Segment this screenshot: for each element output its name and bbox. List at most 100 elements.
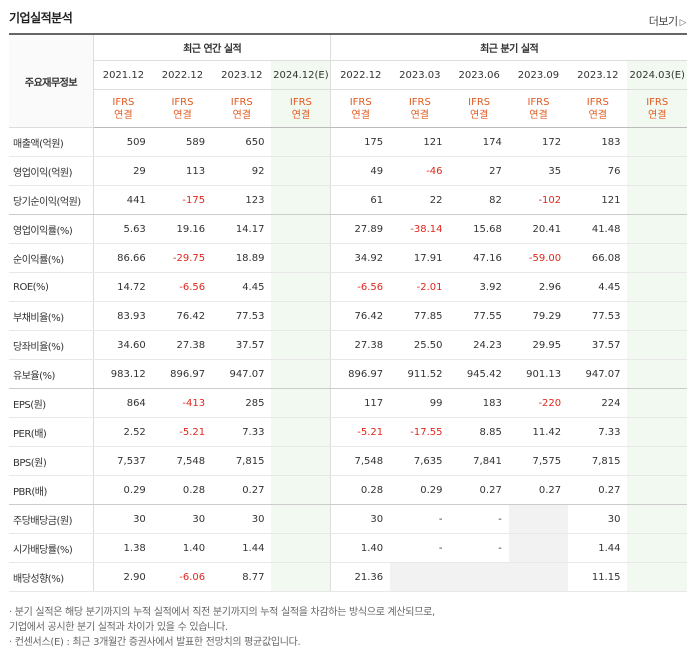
annual-cell: -29.75: [152, 243, 213, 273]
quarter-cell: 41.48: [568, 214, 628, 244]
quarter-cell: [627, 562, 687, 592]
annual-cell: 37.57: [212, 330, 272, 360]
quarter-cell: 37.57: [568, 330, 628, 360]
row-label: 순이익률(%): [9, 243, 94, 273]
quarter-cell: [627, 214, 687, 244]
basis-ifrs: IFRS: [527, 96, 550, 108]
quarter-cell: 175: [330, 127, 391, 157]
quarter-cell: [508, 562, 569, 592]
period-header: 2023.09: [508, 60, 569, 90]
quarter-cell: 17.91: [390, 243, 450, 273]
more-link[interactable]: 더보기 ▷: [648, 13, 687, 29]
basis-header: IFRS 연결: [449, 89, 509, 128]
basis-consolidated: 연결: [469, 109, 489, 121]
quarter-cell: 945.42: [449, 359, 509, 389]
table-row: 유보율(%) 983.12 896.97 947.07 896.97 911.52 945.…: [9, 359, 687, 389]
quarter-cell: 121: [390, 127, 450, 157]
quarter-cell: [627, 156, 687, 186]
quarter-cell: 11.15: [568, 562, 628, 592]
quarter-cell: [508, 533, 569, 563]
annual-cell: -6.56: [152, 272, 213, 302]
row-label: 유보율(%): [9, 359, 94, 389]
table-row: 매출액(억원) 509 589 650 175 121 174 172 183: [9, 127, 687, 157]
row-label: 영업이익률(%): [9, 214, 94, 244]
basis-header: IFRS 연결: [93, 89, 153, 128]
quarter-cell: -: [449, 533, 509, 563]
row-label: 매출액(억원): [9, 127, 94, 157]
quarter-cell: 121: [568, 185, 628, 215]
annual-cell: 589: [152, 127, 213, 157]
annual-cell: 7,815: [212, 446, 272, 476]
quarter-cell: -: [390, 533, 450, 563]
quarter-cell: 7,635: [390, 446, 450, 476]
section-title: 기업실적분석: [9, 11, 73, 25]
basis-header: IFRS 연결: [390, 89, 450, 128]
quarter-cell: 76: [568, 156, 628, 186]
basis-header: IFRS 연결: [330, 89, 391, 128]
quarter-cell: 11.42: [508, 417, 569, 447]
period-header: 2021.12: [93, 60, 153, 90]
table-row: PBR(배) 0.29 0.28 0.27 0.28 0.29 0.27 0.27 0.27: [9, 475, 687, 505]
quarter-cell: 15.68: [449, 214, 509, 244]
annual-cell: 509: [93, 127, 153, 157]
quarter-cell: 30: [330, 504, 391, 534]
quarter-cell: 174: [449, 127, 509, 157]
annual-cell: 7.33: [212, 417, 272, 447]
quarter-cell: [627, 388, 687, 418]
quarter-cell: 7,548: [330, 446, 391, 476]
annual-cell: 441: [93, 185, 153, 215]
more-label: 더보기: [648, 15, 678, 28]
annual-cell: [271, 359, 331, 389]
quarter-cell: -46: [390, 156, 450, 186]
row-label-header: 주요재무정보: [9, 33, 94, 128]
basis-ifrs: IFRS: [586, 96, 609, 108]
annual-cell: 30: [93, 504, 153, 534]
annual-cell: [271, 388, 331, 418]
quarter-cell: [627, 417, 687, 447]
quarter-cell: 1.40: [330, 533, 391, 563]
annual-cell: [271, 243, 331, 273]
annual-cell: -175: [152, 185, 213, 215]
basis-ifrs: IFRS: [289, 96, 312, 108]
annual-cell: 113: [152, 156, 213, 186]
quarter-cell: 8.85: [449, 417, 509, 447]
row-label: 당좌비율(%): [9, 330, 94, 360]
quarter-cell: [627, 504, 687, 534]
table-row: 당좌비율(%) 34.60 27.38 37.57 27.38 25.50 24.23 29.…: [9, 330, 687, 360]
basis-header: IFRS 연결: [627, 89, 687, 128]
quarter-cell: 77.53: [568, 301, 628, 331]
quarter-cell: 901.13: [508, 359, 569, 389]
quarter-cell: 0.28: [330, 475, 391, 505]
quarter-cell: 82: [449, 185, 509, 215]
annual-cell: [271, 127, 331, 157]
period-header: 2023.06: [449, 60, 509, 90]
financial-table: 주요재무정보 최근 연간 실적 최근 분기 실적 2021.12 2022.12 2…: [9, 33, 687, 592]
annual-group-header: 최근 연간 실적: [93, 33, 331, 61]
period-header: 2022.12: [152, 60, 213, 90]
quarter-cell: 0.27: [568, 475, 628, 505]
quarter-cell: -5.21: [330, 417, 391, 447]
table-row: 순이익률(%) 86.66 -29.75 18.89 34.92 17.91 47.16 -5…: [9, 243, 687, 273]
quarter-cell: [390, 562, 450, 592]
quarter-cell: 3.92: [449, 272, 509, 302]
annual-cell: 650: [212, 127, 272, 157]
quarter-cell: -102: [508, 185, 569, 215]
quarter-cell: 911.52: [390, 359, 450, 389]
chevron-right-icon: ▷: [679, 18, 687, 28]
period-header: 2023.12: [568, 60, 628, 90]
annual-cell: 5.63: [93, 214, 153, 244]
basis-header: IFRS 연결: [568, 89, 628, 128]
table-row: 시가배당률(%) 1.38 1.40 1.44 1.40- -1.44: [9, 533, 687, 563]
quarter-cell: [627, 359, 687, 389]
annual-cell: [271, 214, 331, 244]
table-row: 영업이익(억원) 29 113 92 49 -46 27 35 76: [9, 156, 687, 186]
annual-cell: 947.07: [212, 359, 272, 389]
quarter-cell: 4.45: [568, 272, 628, 302]
quarter-cell: [627, 243, 687, 273]
quarter-cell: 66.08: [568, 243, 628, 273]
row-label: 부채비율(%): [9, 301, 94, 331]
table-row: 영업이익률(%) 5.63 19.16 14.17 27.89 -38.14 15.68 20…: [9, 214, 687, 244]
annual-cell: 0.28: [152, 475, 213, 505]
basis-header: IFRS 연결: [152, 89, 213, 128]
quarter-cell: -17.55: [390, 417, 450, 447]
